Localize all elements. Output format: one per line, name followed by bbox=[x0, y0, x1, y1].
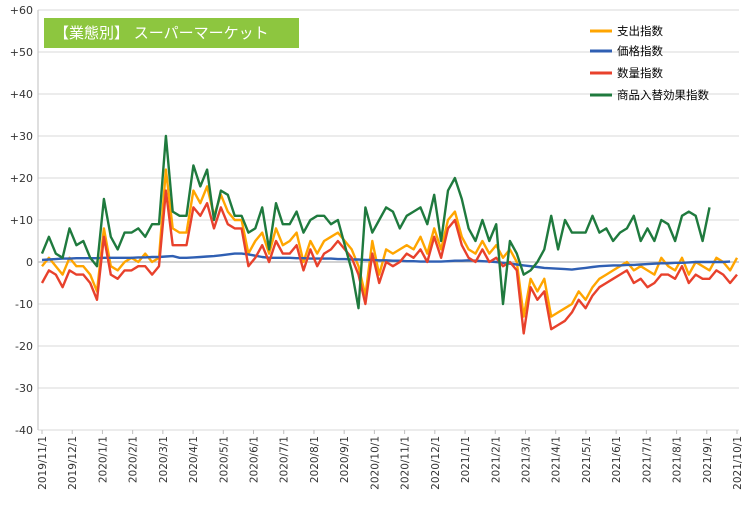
x-tick-label: 2021/10/1 bbox=[732, 436, 744, 490]
x-tick-label: 2020/2/1 bbox=[128, 436, 140, 483]
x-tick-label: 2021/7/1 bbox=[641, 436, 653, 483]
x-tick-label: 2021/6/1 bbox=[611, 436, 623, 483]
legend-item-replacement: 商品入替効果指数 bbox=[590, 88, 709, 102]
y-tick-label: +20 bbox=[10, 172, 33, 185]
x-axis-ticks: 2019/11/1 2019/12/1 2020/1/1 2020/2/1 2020/3… bbox=[37, 430, 744, 490]
x-tick-label: 2020/10/1 bbox=[369, 436, 381, 490]
x-tick-label: 2021/3/1 bbox=[520, 436, 532, 483]
y-tick-label: +10 bbox=[10, 214, 33, 227]
y-tick-label: -40 bbox=[15, 424, 33, 437]
series-line-1 bbox=[41, 252, 731, 271]
y-tick-label: -20 bbox=[15, 340, 33, 353]
x-tick-label: 2020/7/1 bbox=[279, 436, 291, 483]
x-tick-label: 2020/6/1 bbox=[249, 436, 261, 483]
x-tick-label: 2021/1/1 bbox=[460, 436, 472, 483]
x-tick-label: 2020/8/1 bbox=[309, 436, 321, 483]
x-tick-label: 2020/12/1 bbox=[430, 436, 442, 490]
y-tick-label: +40 bbox=[10, 88, 33, 101]
legend-item-quantity: 数量指数 bbox=[590, 66, 663, 80]
y-axis-ticks: +60 +50 +40 +30 +20 +10 0 -10 -20 -30 -40 bbox=[10, 4, 33, 437]
x-tick-label: 2020/9/1 bbox=[339, 436, 351, 483]
series-line-2 bbox=[40, 189, 738, 335]
legend-label-spending: 支出指数 bbox=[617, 24, 663, 38]
grid-lines bbox=[37, 9, 739, 431]
x-tick-label: 2019/11/1 bbox=[37, 436, 49, 490]
x-tick-label: 2020/3/1 bbox=[158, 436, 170, 483]
chart-title-text: 【業態別】 スーパーマーケット bbox=[54, 24, 269, 42]
y-tick-label: -30 bbox=[15, 382, 33, 395]
legend: 支出指数 価格指数 数量指数 商品入替効果指数 bbox=[590, 24, 709, 102]
series-line-0 bbox=[41, 168, 739, 318]
x-tick-label: 2021/9/1 bbox=[702, 436, 714, 483]
x-tick-label: 2020/1/1 bbox=[97, 436, 109, 483]
x-tick-label: 2020/11/1 bbox=[400, 436, 412, 490]
series-lines bbox=[40, 134, 739, 335]
x-tick-label: 2021/2/1 bbox=[490, 436, 502, 483]
y-tick-label: -10 bbox=[15, 298, 33, 311]
chart-title-background bbox=[44, 18, 299, 48]
y-tick-label: 0 bbox=[26, 256, 33, 269]
x-tick-label: 2019/12/1 bbox=[67, 436, 79, 490]
legend-label-quantity: 数量指数 bbox=[617, 66, 663, 80]
legend-item-spending: 支出指数 bbox=[590, 24, 663, 38]
x-tick-label: 2021/4/1 bbox=[551, 436, 563, 483]
x-tick-label: 2020/5/1 bbox=[218, 436, 230, 483]
x-tick-label: 2021/5/1 bbox=[581, 436, 593, 483]
y-tick-label: +30 bbox=[10, 130, 33, 143]
x-tick-label: 2021/8/1 bbox=[672, 436, 684, 483]
y-tick-label: +60 bbox=[10, 4, 33, 17]
legend-label-price: 価格指数 bbox=[617, 44, 663, 58]
legend-item-price: 価格指数 bbox=[590, 44, 663, 58]
legend-label-replacement: 商品入替効果指数 bbox=[617, 88, 709, 102]
y-tick-label: +50 bbox=[10, 46, 33, 59]
x-tick-label: 2020/4/1 bbox=[188, 436, 200, 483]
series-line-3 bbox=[40, 134, 711, 310]
chart-title: 【業態別】 スーパーマーケット bbox=[44, 18, 299, 48]
